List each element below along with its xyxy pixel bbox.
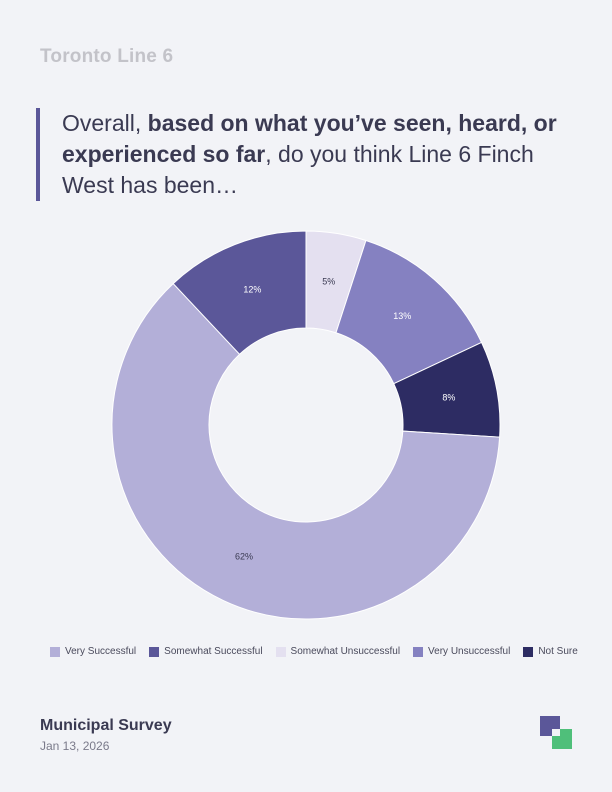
legend-swatch	[149, 646, 160, 657]
data-label-somewhat-unsuccessful: 5%	[322, 276, 335, 286]
slice-very-successful	[111, 282, 501, 620]
data-label-very-successful: 62%	[235, 552, 253, 562]
legend-item-very-unsuccessful: Very Unsuccessful	[413, 646, 510, 657]
legend-label: Somewhat Successful	[164, 646, 263, 657]
legend-item-somewhat-unsuccessful: Somewhat Unsuccessful	[275, 646, 401, 657]
legend-label: Very Successful	[65, 646, 137, 657]
legend-label: Very Unsuccessful	[428, 646, 511, 657]
legend-swatch	[523, 646, 534, 657]
chart-legend: Very Successful Somewhat Successful Somewh…	[50, 646, 590, 657]
footer-title: Municipal Survey	[40, 717, 172, 734]
data-label-not-sure: 8%	[442, 393, 455, 403]
footer-date: Jan 13, 2026	[40, 739, 110, 753]
page-label: Toronto Line 6	[40, 46, 174, 67]
legend-swatch	[275, 646, 286, 657]
donut-labels: 5% 13% 8% 62% 12%	[235, 276, 455, 561]
question-pre: Overall,	[62, 110, 148, 136]
question-title: Overall, based on what you’ve seen, hear…	[36, 108, 562, 201]
stacked-squares-logo-icon	[540, 716, 572, 749]
donut-chart: 5% 13% 8% 62% 12%	[111, 230, 501, 620]
data-label-very-unsuccessful: 13%	[393, 311, 411, 321]
donut-slices	[111, 230, 501, 620]
slice-somewhat-successful	[172, 230, 307, 355]
legend-swatch	[413, 646, 424, 657]
legend-item-not-sure: Not Sure	[523, 646, 578, 657]
legend-label: Not Sure	[538, 646, 578, 657]
legend-label: Somewhat Unsuccessful	[290, 646, 401, 657]
legend-item-somewhat-successful: Somewhat Successful	[149, 646, 263, 657]
legend-item-very-successful: Very Successful	[50, 646, 136, 657]
data-label-somewhat-successful: 12%	[243, 285, 261, 295]
question-post: , do you think Line 6 Finch West has bee…	[62, 141, 534, 198]
question-emphasis: based on what you’ve seen, heard, or exp…	[62, 110, 557, 167]
legend-swatch	[50, 646, 60, 657]
